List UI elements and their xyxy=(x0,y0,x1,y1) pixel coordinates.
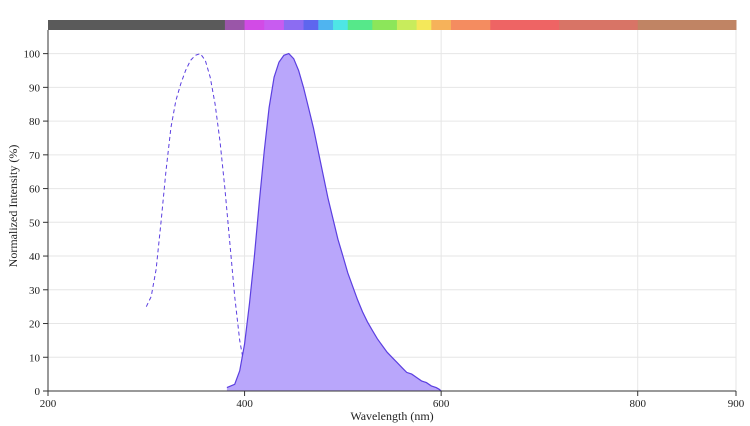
y-tick-label: 10 xyxy=(29,352,41,364)
y-tick-label: 40 xyxy=(29,251,41,263)
spectrum-segment xyxy=(224,20,246,30)
spectrum-segment xyxy=(396,20,418,30)
spectrum-segment xyxy=(559,20,639,30)
spectrum-segment xyxy=(283,20,305,30)
excitation-line xyxy=(145,53,270,392)
x-axis-title: Wavelength (nm) xyxy=(350,409,433,423)
spectrum-segment xyxy=(303,20,319,30)
spectrum-segment xyxy=(244,20,265,30)
spectrum-segment xyxy=(416,20,432,30)
spectrum-segment xyxy=(333,20,349,30)
x-tick-label: 600 xyxy=(433,398,450,410)
spectrum-segment xyxy=(264,20,285,30)
x-tick-label: 900 xyxy=(728,398,745,410)
spectrum-segment xyxy=(450,20,491,30)
y-tick-label: 90 xyxy=(29,82,41,94)
spectrum-segment xyxy=(372,20,398,30)
y-tick-label: 0 xyxy=(35,386,41,398)
spectrum-segment xyxy=(490,20,560,30)
spectrum-segment xyxy=(318,20,334,30)
axes: 200 400 600 800 900 0 10 20 30 40 50 60 70 80 90 100 xyxy=(24,30,745,410)
y-tick-label: 30 xyxy=(29,285,41,297)
y-axis-title: Normalized Intensity (%) xyxy=(6,145,20,268)
y-tick-label: 70 xyxy=(29,150,41,162)
spectrum-segment xyxy=(48,20,226,30)
emission-area xyxy=(226,53,442,391)
spectrum-segment xyxy=(431,20,452,30)
spectrum-color-bar xyxy=(48,20,737,30)
y-tick-label: 50 xyxy=(29,217,41,229)
y-tick-label: 20 xyxy=(29,319,41,331)
x-tick-label: 200 xyxy=(40,398,57,410)
y-tick-label: 100 xyxy=(24,49,41,61)
spectrum-segment xyxy=(637,20,737,30)
emission-line xyxy=(226,52,442,392)
spectrum-segment xyxy=(347,20,373,30)
y-tick-label: 60 xyxy=(29,184,41,196)
x-tick-label: 400 xyxy=(236,398,253,410)
series-layer xyxy=(145,52,442,392)
gridlines xyxy=(47,30,737,392)
y-tick-label: 80 xyxy=(29,116,41,128)
x-tick-label: 800 xyxy=(629,398,646,410)
